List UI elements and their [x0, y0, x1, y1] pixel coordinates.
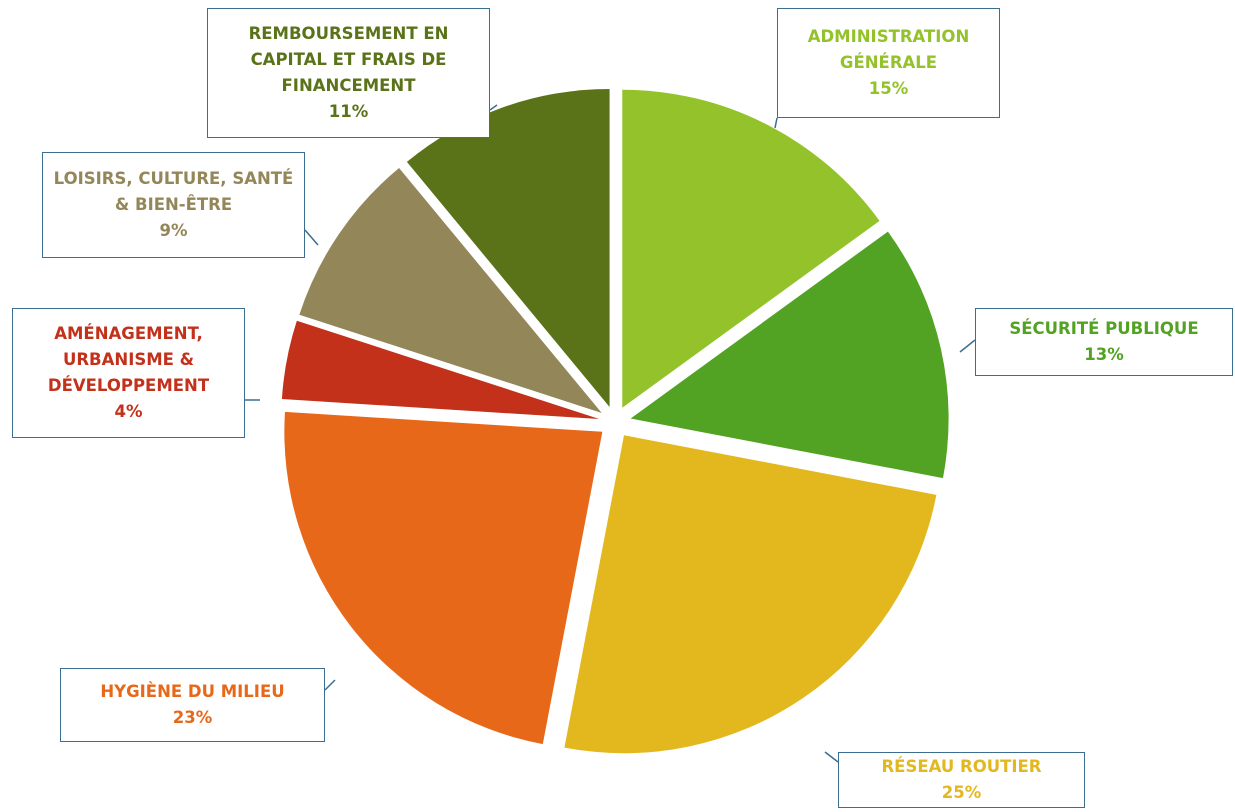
category-label: ADMINISTRATION GÉNÉRALE — [807, 27, 970, 72]
pie-slice — [622, 89, 880, 408]
pie-slice — [281, 320, 600, 420]
pie-slice — [299, 167, 602, 414]
data-label: HYGIÈNE DU MILIEU 23% — [60, 668, 325, 742]
leader-line — [304, 229, 319, 246]
value-label: 15% — [868, 79, 909, 98]
value-label: 9% — [159, 221, 188, 240]
pie-slice — [564, 435, 937, 754]
value-label: 13% — [1084, 345, 1124, 364]
leader-lines — [245, 104, 976, 763]
category-label: HYGIÈNE DU MILIEU — [100, 682, 285, 701]
category-label: RÉSEAU ROUTIER — [881, 757, 1042, 776]
leader-line — [774, 117, 778, 129]
data-label: AMÉNAGEMENT, URBANISME & DÉVELOPPEMENT 4% — [12, 308, 245, 438]
leader-line — [489, 104, 498, 111]
data-label: LOISIRS, CULTURE, SANTÉ & BIEN-ÊTRE 9% — [42, 152, 305, 258]
leader-line — [824, 751, 839, 763]
leader-line — [324, 679, 336, 691]
category-label: AMÉNAGEMENT, URBANISME & DÉVELOPPEMENT — [47, 324, 210, 395]
value-label: 4% — [114, 402, 143, 421]
data-label: RÉSEAU ROUTIER 25% — [838, 752, 1085, 808]
value-label: 23% — [172, 708, 213, 727]
pie-slice — [284, 411, 603, 745]
category-label: SÉCURITÉ PUBLIQUE — [1009, 319, 1199, 338]
slices — [281, 88, 949, 754]
data-label: ADMINISTRATION GÉNÉRALE 15% — [777, 8, 1000, 118]
category-label: LOISIRS, CULTURE, SANTÉ & BIEN-ÊTRE — [53, 169, 294, 214]
value-label: 11% — [328, 102, 369, 121]
pie-slice — [630, 231, 949, 479]
pie-slice — [406, 88, 610, 407]
data-label: REMBOURSEMENT EN CAPITAL ET FRAIS DE FIN… — [207, 8, 490, 138]
data-label: SÉCURITÉ PUBLIQUE 13% — [975, 308, 1233, 376]
value-label: 25% — [941, 783, 982, 802]
category-label: REMBOURSEMENT EN CAPITAL ET FRAIS DE FIN… — [248, 24, 449, 95]
leader-line — [959, 339, 976, 353]
